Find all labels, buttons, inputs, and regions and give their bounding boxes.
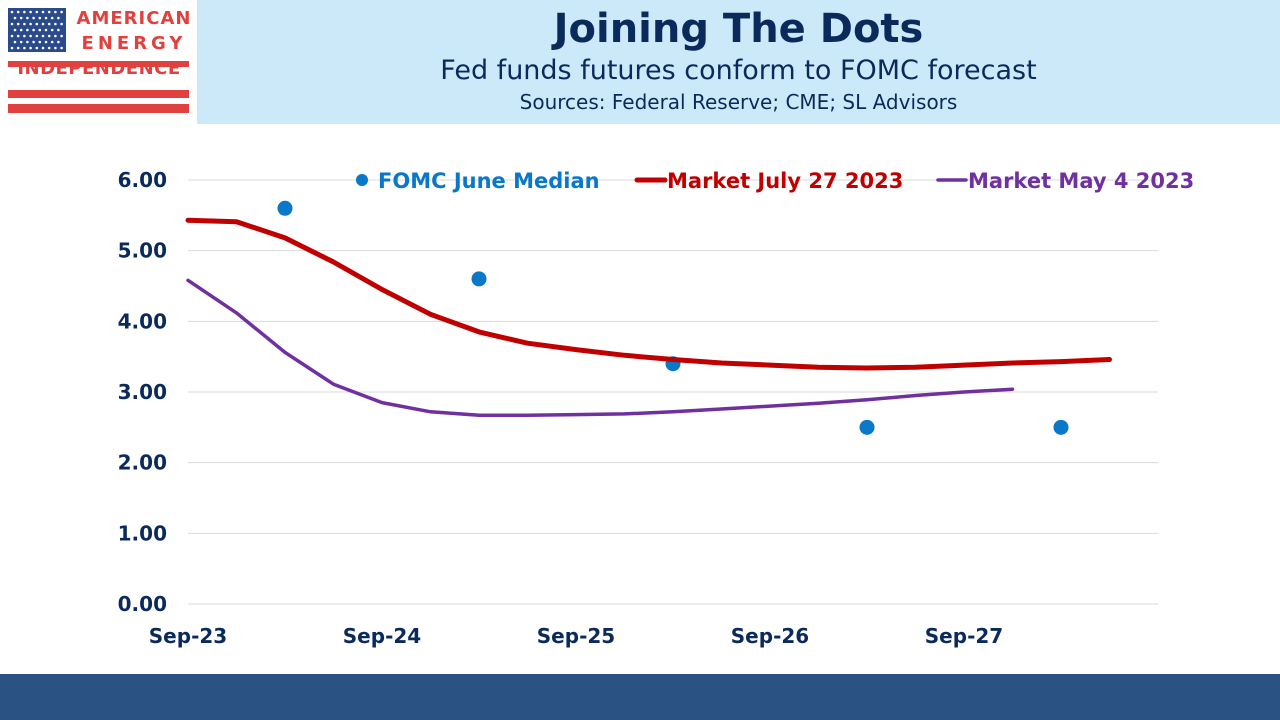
y-tick-label: 0.00 [118,592,167,616]
american-energy-independence-logo: AMERICAN ENERGY INDEPENDENCE [0,0,197,124]
flag-icon [8,8,189,113]
chart-series [185,200,1112,435]
y-axis-ticks: 0.00 1.00 2.00 3.00 4.00 5.00 6.00 [118,168,167,616]
chart-legend: FOMC June Median Market July 27 2023 Marke… [356,169,1194,193]
fomc-dot [277,200,293,216]
series-line-1 [185,217,1112,371]
legend-label: FOMC June Median [378,169,600,193]
x-axis-ticks: Sep-23 Sep-24 Sep-25 Sep-26 Sep-27 [149,624,1003,648]
page-title: Joining The Dots [553,6,924,52]
x-tick-label: Sep-23 [149,624,227,648]
legend-marker-dot [356,174,368,186]
y-tick-label: 3.00 [118,380,167,404]
sources-note: Sources: Federal Reserve; CME; SL Adviso… [519,90,958,114]
y-tick-label: 2.00 [118,451,167,475]
x-tick-label: Sep-26 [731,624,809,648]
header-banner: Joining The Dots Fed funds futures confo… [197,0,1280,124]
footer-bar [0,674,1280,720]
fomc-dot [471,271,487,287]
fomc-dot [1053,419,1069,435]
rate-chart: 0.001.002.003.004.005.006.00 Sep-23 Sep-2… [118,168,1195,648]
legend-label: Market July 27 2023 [667,169,903,193]
gridlines [188,179,1158,605]
logo-text-energy: ENERGY [81,33,187,54]
logo-text-independence: INDEPENDENCE [17,58,181,79]
y-tick-label: 1.00 [118,521,167,545]
y-tick-label: 6.00 [118,168,167,192]
page-subtitle: Fed funds futures conform to FOMC foreca… [440,55,1037,86]
x-tick-label: Sep-24 [343,624,421,648]
series-line-2 [186,278,1015,418]
x-tick-label: Sep-25 [537,624,615,648]
legend-label: Market May 4 2023 [968,169,1194,193]
y-tick-label: 4.00 [118,309,167,333]
y-tick-label: 5.00 [118,239,167,263]
logo-text-american: AMERICAN [76,8,192,29]
x-tick-label: Sep-27 [925,624,1003,648]
fomc-dot [859,419,875,435]
